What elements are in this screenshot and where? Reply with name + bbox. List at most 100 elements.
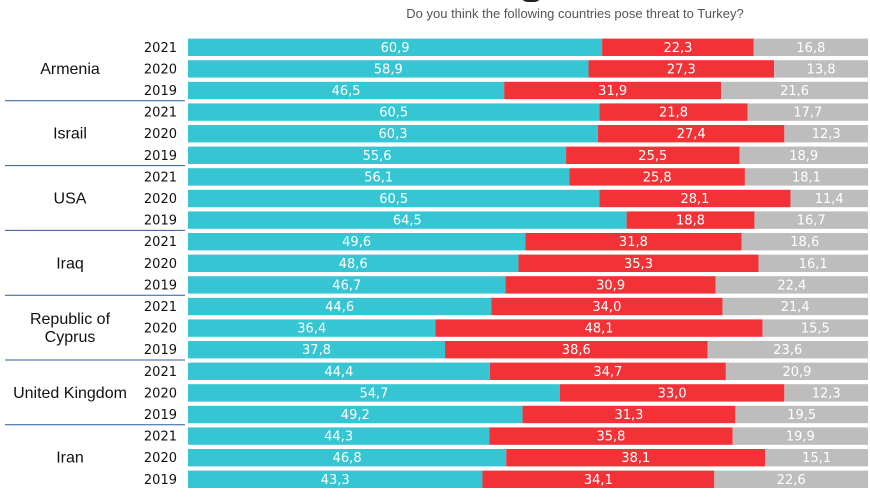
bar-segment xyxy=(626,211,755,229)
bar-value-label: 31,9 xyxy=(598,84,627,99)
year-label: 2019 xyxy=(144,149,177,164)
bar-value-label: 12,3 xyxy=(812,386,841,401)
bar-value-label: 31,3 xyxy=(615,408,644,423)
bar-value-label: 64,5 xyxy=(393,214,422,229)
bar-value-label: 54,7 xyxy=(360,386,389,401)
bar-segment xyxy=(758,254,868,272)
bar-value-label: 22,4 xyxy=(777,278,806,293)
bar-segment xyxy=(445,341,708,359)
bar-segment xyxy=(188,211,627,229)
bar-segment xyxy=(188,254,519,272)
country-label: Iraq xyxy=(56,255,84,272)
bar-value-label: 48,6 xyxy=(339,257,368,272)
bar-segment xyxy=(559,384,785,402)
bar-segment xyxy=(762,319,868,337)
bar-value-label: 30,9 xyxy=(596,278,625,293)
bar-value-label: 19,5 xyxy=(787,408,816,423)
country-label: United Kingdom xyxy=(13,385,127,402)
year-label: 2021 xyxy=(144,430,177,445)
bar-segment xyxy=(188,319,436,337)
bar-value-label: 15,1 xyxy=(802,451,831,466)
bar-segment xyxy=(188,125,599,143)
bar-segment xyxy=(599,189,791,208)
bar-value-label: 21,4 xyxy=(781,300,810,315)
bar-value-label: 17,7 xyxy=(793,106,822,121)
year-label: 2020 xyxy=(144,127,177,142)
bar-value-label: 33,0 xyxy=(658,386,687,401)
bar-value-label: 46,8 xyxy=(333,451,362,466)
bar-segment xyxy=(506,449,766,467)
bar-value-label: 21,8 xyxy=(659,106,688,121)
bar-segment xyxy=(188,81,505,100)
bar-segment xyxy=(707,341,868,359)
year-label: 2020 xyxy=(144,62,177,77)
bar-segment xyxy=(505,276,716,294)
bar-value-label: 25,5 xyxy=(638,149,667,164)
year-label: 2019 xyxy=(144,473,177,488)
bar-segment xyxy=(774,60,868,78)
bar-segment xyxy=(525,233,742,251)
bar-value-label: 28,1 xyxy=(680,192,709,207)
bar-segment xyxy=(489,427,733,445)
bar-value-label: 37,8 xyxy=(302,343,331,358)
year-label: 2020 xyxy=(144,386,177,401)
bar-value-label: 49,6 xyxy=(342,235,371,250)
bar-value-label: 34,1 xyxy=(584,473,613,488)
year-label: 2021 xyxy=(144,106,177,121)
bar-segment xyxy=(188,362,490,380)
bar-segment xyxy=(599,103,748,121)
bar-segment xyxy=(188,103,600,121)
bar-value-label: 60,5 xyxy=(379,192,408,207)
bar-segment xyxy=(188,276,506,294)
bar-segment xyxy=(569,168,745,186)
bar-value-label: 19,9 xyxy=(786,430,815,445)
bar-segment xyxy=(566,146,740,164)
year-label: 2019 xyxy=(144,278,177,293)
bar-segment xyxy=(188,384,560,402)
bar-segment xyxy=(739,146,868,164)
bar-value-label: 49,2 xyxy=(341,408,370,423)
year-label: 2020 xyxy=(144,192,177,207)
bar-segment xyxy=(188,449,507,467)
bar-segment xyxy=(188,427,490,445)
bar-segment xyxy=(714,470,868,488)
bar-value-label: 38,1 xyxy=(621,451,650,466)
year-label: 2020 xyxy=(144,451,177,466)
bar-value-label: 13,8 xyxy=(807,62,836,77)
bar-segment xyxy=(765,449,868,467)
country-label: Cyprus xyxy=(45,329,96,346)
title-fragment xyxy=(520,0,542,2)
bar-value-label: 36,4 xyxy=(297,322,326,337)
bar-value-label: 60,3 xyxy=(379,127,408,142)
bar-segment xyxy=(188,297,492,316)
bar-segment xyxy=(188,470,483,488)
bar-segment xyxy=(435,319,763,337)
year-label: 2021 xyxy=(144,235,177,250)
year-label: 2019 xyxy=(144,408,177,423)
bar-value-label: 27,4 xyxy=(677,127,706,142)
bar-value-label: 18,6 xyxy=(790,235,819,250)
year-label: 2019 xyxy=(144,84,177,99)
bar-segment xyxy=(188,38,603,56)
year-label: 2021 xyxy=(144,170,177,185)
year-label: 2021 xyxy=(144,365,177,380)
year-label: 2021 xyxy=(144,300,177,315)
bar-value-label: 56,1 xyxy=(364,170,393,185)
country-label: Republic of xyxy=(30,311,111,328)
chart-subtitle: Do you think the following countries pos… xyxy=(406,6,744,21)
bar-value-label: 44,6 xyxy=(325,300,354,315)
bar-segment xyxy=(188,168,570,186)
bar-value-label: 16,1 xyxy=(799,257,828,272)
bar-value-label: 31,8 xyxy=(619,235,648,250)
bar-value-label: 35,3 xyxy=(624,257,653,272)
country-label: Armenia xyxy=(40,61,100,78)
country-label: Iran xyxy=(56,450,84,467)
bar-segment xyxy=(504,81,722,100)
bar-segment xyxy=(489,362,726,380)
bar-segment xyxy=(188,146,567,164)
bar-value-label: 23,6 xyxy=(773,343,802,358)
bar-value-label: 22,6 xyxy=(777,473,806,488)
bar-segment xyxy=(722,297,868,316)
bar-value-label: 21,6 xyxy=(780,84,809,99)
